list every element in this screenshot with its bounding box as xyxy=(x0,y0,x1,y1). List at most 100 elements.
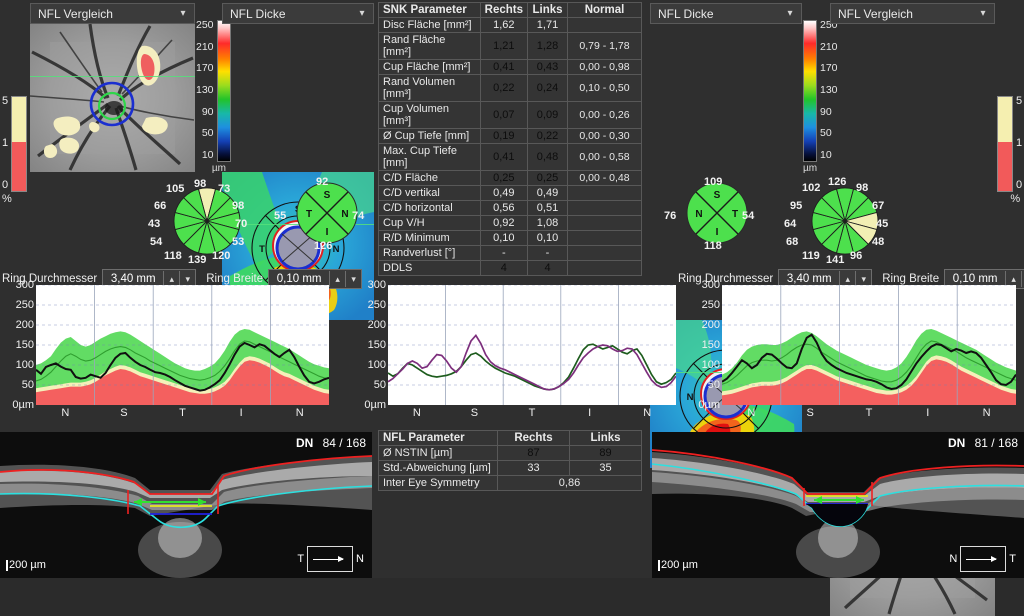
y-axis-tick: 200 xyxy=(701,319,720,331)
y-axis-tick: 300 xyxy=(15,279,34,291)
row-normal xyxy=(567,17,642,33)
quadrant-value-n: 74 xyxy=(352,210,365,222)
left-fundus-panel: NFL Vergleich ▾ xyxy=(30,3,195,24)
svg-text:T: T xyxy=(732,209,738,220)
clock-value: 66 xyxy=(154,200,167,212)
table-row: Cup Volumen [mm³] 0,07 0,09 0,00 - 0,26 xyxy=(378,101,642,129)
bscan-orientation-right: DN 81 / 168 xyxy=(948,436,1018,450)
left-thickness-dropdown[interactable]: NFL Dicke ▾ xyxy=(222,3,374,24)
bscan-index: 84 / 168 xyxy=(322,436,366,450)
y-axis-tick: 0µm xyxy=(12,399,34,411)
colorbar-unit: µm xyxy=(803,163,818,174)
quadrant-right-labels: 109 76 118 54 xyxy=(662,176,772,254)
tsnit-chart-compare[interactable]: 300 250 200 150 100 50 0µm N S T I N xyxy=(352,280,682,425)
y-axis-tick: 300 xyxy=(367,279,386,291)
x-axis-tick: I xyxy=(239,407,243,419)
chevron-up-icon[interactable]: ▴ xyxy=(329,271,346,287)
svg-text:T: T xyxy=(306,209,312,220)
clock-value: 139 xyxy=(188,254,207,266)
scale-bar-right: 200 µm xyxy=(658,559,698,571)
chevron-up-icon[interactable]: ▴ xyxy=(1005,271,1022,287)
orientation-to: N xyxy=(356,553,364,565)
row-normal xyxy=(567,245,642,261)
tsnit-chart-left[interactable]: 300 250 200 150 100 50 0µm N S T I N xyxy=(0,280,340,425)
quadrant-chart-left[interactable]: S T N I xyxy=(296,182,358,244)
chevron-down-icon[interactable]: ▾ xyxy=(1021,271,1024,287)
quadrant-chart-right[interactable]: S N T I xyxy=(686,182,748,244)
ring-width-value: 0,10 mm xyxy=(276,273,322,285)
table-row: Cup Fläche [mm²] 0,41 0,43 0,00 - 0,98 xyxy=(378,59,642,75)
table-row: Cup V/H 0,92 1,08 xyxy=(378,215,642,231)
row-label: Disc Fläche [mm²] xyxy=(378,17,481,33)
y-axis-tick: 100 xyxy=(367,359,386,371)
clock-value: 119 xyxy=(802,250,820,262)
row-normal: 0,00 - 0,98 xyxy=(567,59,642,75)
table-row: R/D Minimum 0,10 0,10 xyxy=(378,230,642,246)
scale-bar-label: 200 µm xyxy=(661,559,698,571)
cb-tick: 210 xyxy=(196,40,214,53)
row-links: - xyxy=(527,245,568,261)
chevron-down-icon: ▾ xyxy=(180,8,186,19)
x-axis-tick: N xyxy=(61,407,70,419)
x-axis-tick: N xyxy=(412,407,421,419)
bscan-right[interactable]: DN 81 / 168 200 µm N T xyxy=(652,432,1024,578)
chevron-up-icon[interactable]: ▴ xyxy=(163,271,180,287)
left-fundus-image[interactable] xyxy=(30,24,195,172)
chevron-up-icon[interactable]: ▴ xyxy=(839,271,856,287)
row-label: C/D Fläche xyxy=(378,170,481,186)
left-fundus-dropdown[interactable]: NFL Vergleich ▾ xyxy=(30,3,195,24)
clock-value: 54 xyxy=(150,236,163,248)
quadrant-value-s: 109 xyxy=(704,176,723,188)
left-fundus-dropdown-label: NFL Vergleich xyxy=(38,6,113,21)
bscan-left[interactable]: DN 84 / 168 200 µm T N xyxy=(0,432,372,578)
ring-width-stepper[interactable]: 0,10 mm ▴ ▾ xyxy=(268,269,363,289)
table-row: Max. Cup Tiefe [mm] 0,41 0,48 0,00 - 0,58 xyxy=(378,143,642,171)
clock-value: 45 xyxy=(876,218,889,230)
right-fundus-dropdown[interactable]: NFL Vergleich ▾ xyxy=(830,3,995,24)
chevron-down-icon[interactable]: ▾ xyxy=(345,271,362,287)
cb-tick: 10 xyxy=(201,148,214,161)
clock-sector-chart-left[interactable] xyxy=(152,178,262,264)
y-axis-tick: 50 xyxy=(373,379,386,391)
nfl-table-body: Ø NSTIN [µm] 87 89 Std.-Abweichung [µm] 33 35… xyxy=(378,445,642,491)
y-axis-tick: 0µm xyxy=(364,399,386,411)
chevron-down-icon[interactable]: ▾ xyxy=(855,271,872,287)
row-label: DDLS xyxy=(378,260,481,276)
bscan-index: 81 / 168 xyxy=(974,436,1018,450)
nfl-col-links: Links xyxy=(569,430,642,446)
clock-value: 68 xyxy=(786,236,799,248)
orientation-from: N xyxy=(949,553,958,565)
x-axis-tick: S xyxy=(120,407,128,419)
pct-tick: 5 xyxy=(1016,95,1023,107)
clock-value: 102 xyxy=(802,182,821,194)
snk-col-links: Links xyxy=(527,2,568,18)
cb-tick: 210 xyxy=(820,40,838,53)
svg-text:I: I xyxy=(326,227,329,238)
row-links: 35 xyxy=(569,460,642,476)
svg-text:N: N xyxy=(333,244,340,255)
tsnit-chart-right[interactable]: 300 250 200 150 100 50 0µm N S T I N xyxy=(686,280,1024,425)
table-row: Rand Volumen [mm³] 0,22 0,24 0,10 - 0,50 xyxy=(378,74,642,102)
table-row: C/D Fläche 0,25 0,25 0,00 - 0,48 xyxy=(378,170,642,186)
row-links: 0,10 xyxy=(527,230,568,246)
y-axis-tick: 300 xyxy=(701,279,720,291)
row-rechts: 0,41 xyxy=(479,143,529,171)
clock-value: 67 xyxy=(872,200,885,212)
row-label: R/D Minimum xyxy=(378,230,481,246)
row-normal xyxy=(567,230,642,246)
ring-diameter-stepper[interactable]: 3,40 mm ▴ ▾ xyxy=(102,269,197,289)
clock-sector-chart-right[interactable] xyxy=(790,178,900,264)
y-axis-tick: 150 xyxy=(367,339,386,351)
x-axis-tick: T xyxy=(865,407,873,419)
ring-width-label: Ring Breite xyxy=(882,273,940,285)
row-normal xyxy=(567,260,642,276)
orientation-code: DN xyxy=(295,436,314,450)
right-thickness-dropdown[interactable]: NFL Dicke ▾ xyxy=(650,3,802,24)
chevron-down-icon[interactable]: ▾ xyxy=(179,271,196,287)
quadrant-value-n: 76 xyxy=(664,210,677,222)
table-header-row: SNK Parameter Rechts Links Normal xyxy=(378,2,642,18)
orientation-to: T xyxy=(1009,553,1016,565)
row-links: 0,22 xyxy=(527,128,568,144)
percent-unit: % xyxy=(2,193,12,205)
row-links: 0,48 xyxy=(527,143,568,171)
